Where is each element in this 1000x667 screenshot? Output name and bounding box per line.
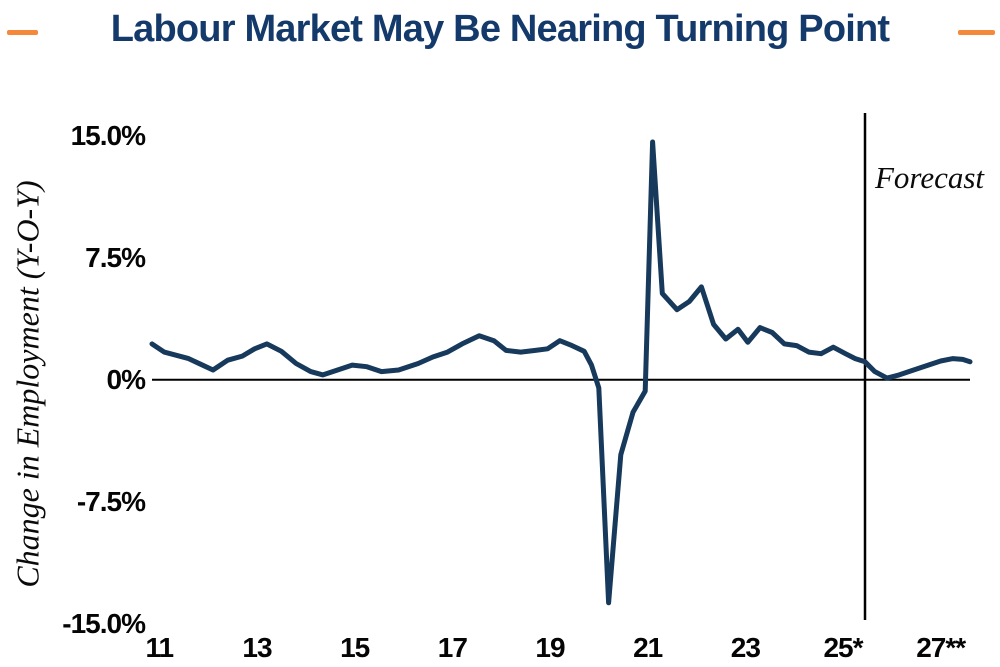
- x-tick-label: 21: [633, 632, 663, 663]
- title-accent-dash-right: [958, 30, 995, 35]
- x-tick-label: 15: [340, 632, 370, 663]
- x-tick-label: 25*: [823, 632, 863, 663]
- forecast-annotation-label: Forecast: [875, 160, 985, 195]
- page-title: Labour Market May Be Nearing Turning Poi…: [110, 8, 890, 50]
- x-tick-label: 19: [535, 632, 565, 663]
- y-tick-label: -7.5%: [76, 485, 146, 517]
- y-tick-label: -15.0%: [62, 608, 146, 639]
- x-tick-label: 17: [437, 632, 468, 663]
- y-tick-label: 0%: [106, 363, 146, 395]
- y-tick-label: 15.0%: [70, 119, 146, 151]
- x-tick-label: 13: [242, 632, 272, 663]
- title-accent-dash-left: [7, 30, 38, 35]
- x-tick-label: 23: [730, 632, 761, 663]
- x-tick-label: 11: [145, 632, 175, 663]
- employment-change-line-series: [149, 139, 973, 606]
- y-tick-label: 7.5%: [85, 241, 146, 273]
- x-tick-label: 27**: [916, 632, 966, 663]
